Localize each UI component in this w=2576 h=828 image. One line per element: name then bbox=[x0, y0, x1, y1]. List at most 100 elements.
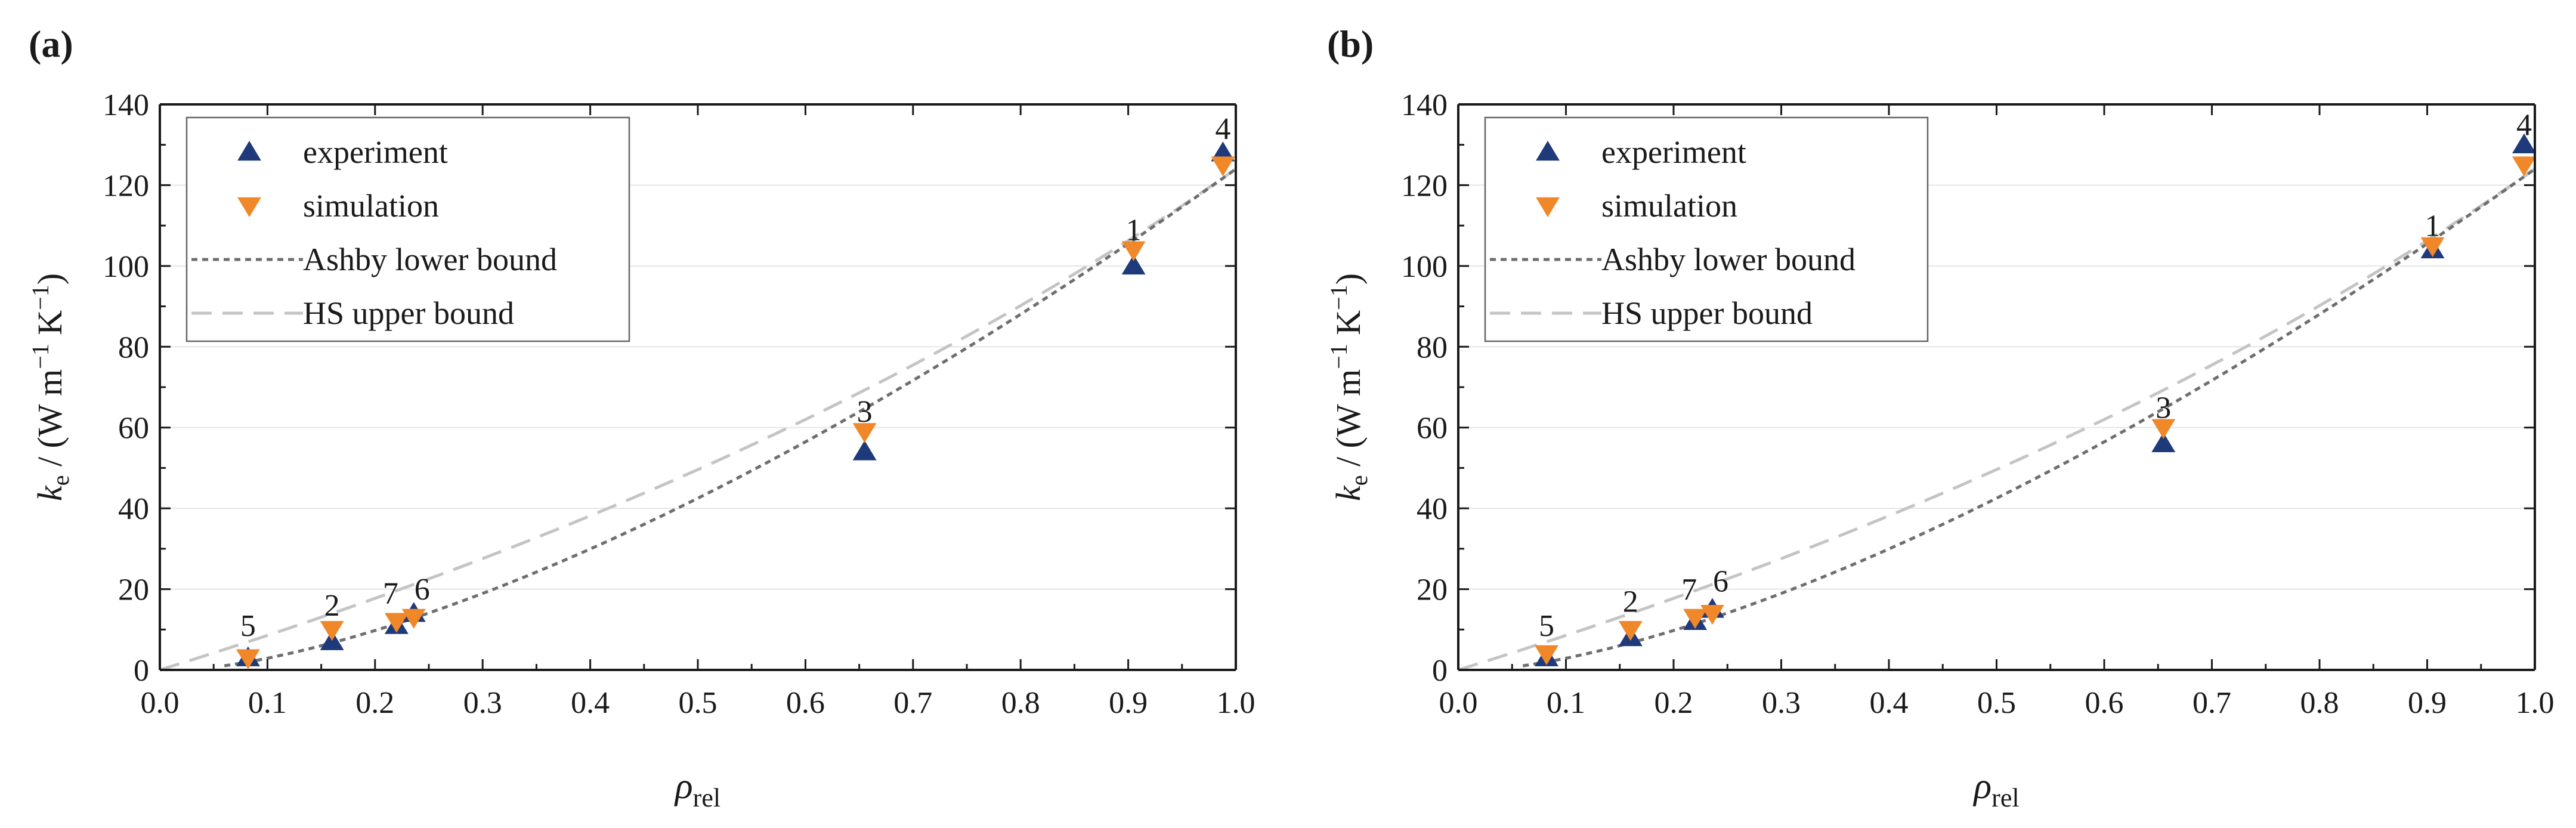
x-tick-label: 1.0 bbox=[2516, 686, 2555, 720]
y-axis-label: ke / (W m−1 K−1) bbox=[27, 273, 74, 501]
legend-label: simulation bbox=[1601, 188, 1737, 224]
y-tick-label: 100 bbox=[103, 250, 149, 284]
legend-experiment-marker bbox=[237, 141, 261, 161]
point-label: 6 bbox=[415, 573, 430, 607]
y-tick-label: 100 bbox=[1401, 250, 1448, 284]
simulation-marker bbox=[1700, 604, 1724, 625]
x-tick-label: 0.7 bbox=[2192, 686, 2231, 720]
point-label: 4 bbox=[2516, 108, 2532, 142]
y-tick-label: 40 bbox=[118, 492, 149, 526]
y-tick-label: 60 bbox=[118, 412, 149, 446]
point-label: 7 bbox=[1681, 573, 1697, 607]
point-label: 7 bbox=[383, 577, 398, 611]
y-tick-label: 140 bbox=[1401, 88, 1448, 122]
x-tick-label: 0.6 bbox=[2085, 686, 2124, 720]
point-label: 6 bbox=[1713, 564, 1728, 598]
legend: experiment simulation Ashby lower bound HS … bbox=[1484, 116, 1929, 342]
point-label: 2 bbox=[1623, 585, 1638, 619]
simulation-marker bbox=[236, 649, 260, 669]
point-label: 3 bbox=[2156, 391, 2171, 425]
y-tick-label: 20 bbox=[1417, 573, 1448, 607]
simulation-marker bbox=[320, 621, 344, 641]
legend-box bbox=[185, 116, 630, 342]
y-axis-label: ke / (W m−1 K−1) bbox=[1325, 273, 1372, 501]
y-label-subscript: e bbox=[47, 475, 74, 486]
x-tick-label: 0.0 bbox=[1439, 686, 1478, 720]
x-axis-label-symbol: ρ bbox=[1972, 766, 1991, 807]
y-label-sup-1: −1 bbox=[1325, 344, 1352, 369]
legend-simulation-marker bbox=[237, 197, 261, 217]
point-label: 5 bbox=[1539, 609, 1554, 643]
point-label: 1 bbox=[1126, 213, 1142, 247]
legend-label: HS upper bound bbox=[303, 295, 514, 331]
y-label-unit-3: ) bbox=[1329, 273, 1368, 285]
x-tick-label: 0.2 bbox=[1655, 686, 1693, 720]
chart-panel-b: (b) 5 2 7 6 3 1 4 0.0 0.1 0.2 0.3 0.4 0.5 0.6 0.7 0.8 0.9… bbox=[1325, 23, 2555, 812]
x-tick-label: 0.4 bbox=[1870, 686, 1909, 720]
legend-simulation-marker bbox=[1536, 197, 1560, 217]
y-label-unit-1: / (W m bbox=[1329, 369, 1368, 475]
y-tick-label: 0 bbox=[134, 654, 149, 688]
simulation-marker bbox=[401, 608, 426, 629]
y-label-unit-2: K bbox=[1329, 310, 1368, 344]
y-tick-label: 140 bbox=[103, 88, 149, 122]
x-tick-label: 0.3 bbox=[1762, 686, 1801, 720]
y-label-sup-2: −1 bbox=[27, 285, 54, 310]
y-tick-label: 0 bbox=[1432, 654, 1448, 688]
x-tick-label: 0.5 bbox=[1977, 686, 2016, 720]
x-tick-label: 0.4 bbox=[571, 686, 610, 720]
x-tick-label: 0.5 bbox=[679, 686, 718, 720]
legend-experiment-marker bbox=[1536, 141, 1560, 161]
simulation-marker bbox=[1535, 645, 1558, 665]
legend-label: Ashby lower bound bbox=[303, 242, 557, 277]
x-tick-label: 0.7 bbox=[893, 686, 932, 720]
x-tick-label: 0.6 bbox=[786, 686, 825, 720]
panel-label: (b) bbox=[1327, 23, 1374, 65]
x-tick-label: 0.9 bbox=[1109, 686, 1148, 720]
y-tick-label: 20 bbox=[118, 573, 149, 607]
y-label-unit-3: ) bbox=[30, 273, 69, 285]
legend: experiment simulation Ashby lower bound HS … bbox=[185, 116, 630, 342]
simulation-marker bbox=[1618, 621, 1643, 641]
legend-label: experiment bbox=[303, 134, 448, 170]
point-label: 5 bbox=[240, 609, 256, 643]
simulation-marker bbox=[2151, 419, 2176, 439]
simulation-marker bbox=[1683, 608, 1708, 629]
y-tick-label: 60 bbox=[1417, 412, 1448, 446]
x-tick-label: 0.8 bbox=[1001, 686, 1040, 720]
hs-upper-bound-line bbox=[159, 168, 1237, 672]
x-axis-label-subscript: rel bbox=[693, 783, 720, 812]
legend-label: HS upper bound bbox=[1601, 295, 1813, 331]
point-label: 4 bbox=[1215, 112, 1230, 146]
x-axis-label: ρrel bbox=[1972, 766, 2019, 812]
point-label: 3 bbox=[857, 395, 873, 429]
experiment-marker bbox=[2151, 432, 2176, 453]
point-label: 2 bbox=[324, 589, 340, 623]
x-tick-label: 0.9 bbox=[2408, 686, 2447, 720]
legend-label: experiment bbox=[1601, 134, 1746, 170]
simulation-marker bbox=[1211, 156, 1235, 177]
y-label-symbol: k bbox=[30, 485, 69, 501]
panel-label: (a) bbox=[29, 23, 73, 65]
hs-upper-bound-line bbox=[1458, 168, 2536, 672]
y-tick-label: 80 bbox=[118, 330, 149, 364]
x-tick-label: 0.1 bbox=[1547, 686, 1585, 720]
simulation-marker bbox=[852, 423, 877, 443]
y-tick-label: 120 bbox=[103, 169, 149, 203]
x-tick-label: 0.8 bbox=[2300, 686, 2339, 720]
y-label-symbol: k bbox=[1329, 485, 1368, 501]
y-tick-label: 80 bbox=[1417, 330, 1448, 364]
y-tick-label: 120 bbox=[1401, 169, 1448, 203]
legend-box bbox=[1484, 116, 1929, 342]
x-tick-label: 0.1 bbox=[248, 686, 287, 720]
simulation-marker bbox=[384, 613, 409, 633]
y-label-unit-1: / (W m bbox=[30, 369, 69, 475]
y-label-subscript: e bbox=[1346, 475, 1372, 486]
chart-panel-a: (a) 5 2 7 6 3 1 4 0.0 0.1 0.2 0.3 0.4 0.5 0.6 0.7 0.8 0.9… bbox=[27, 23, 1255, 812]
experiment-marker bbox=[1121, 254, 1146, 275]
legend-label: simulation bbox=[303, 188, 439, 224]
y-label-unit-2: K bbox=[30, 310, 69, 344]
x-tick-label: 0.3 bbox=[463, 686, 502, 720]
